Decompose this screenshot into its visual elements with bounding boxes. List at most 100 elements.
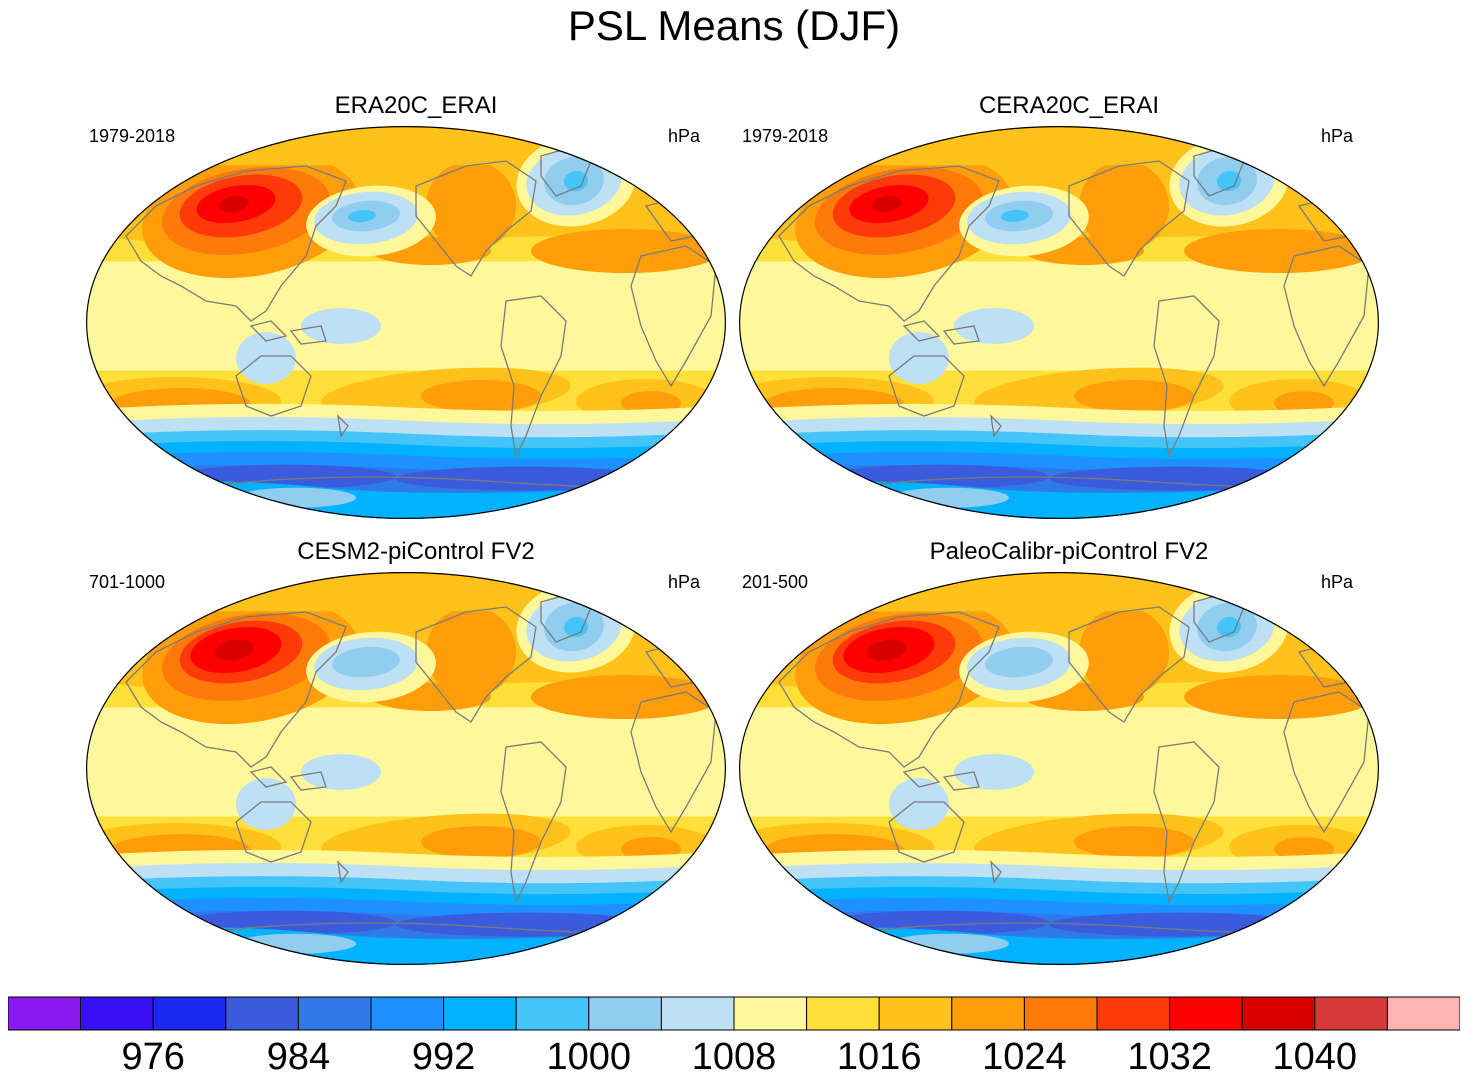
psl-field	[739, 572, 1379, 965]
psl-contour	[985, 646, 1053, 678]
coastline	[888, 801, 965, 863]
psl-contour	[954, 308, 1034, 344]
coastline	[1153, 295, 1220, 459]
colorbar-box	[1096, 996, 1171, 1031]
coastline	[990, 860, 1002, 884]
psl-field	[86, 572, 726, 965]
colorbar-box	[588, 996, 662, 1031]
psl-field	[739, 126, 1379, 519]
psl-map	[86, 572, 726, 965]
psl-contour	[421, 380, 541, 412]
psl-contour	[739, 126, 1379, 166]
colorbar-box	[1169, 996, 1243, 1031]
coastline	[337, 414, 349, 438]
psl-map	[739, 126, 1379, 519]
colorbar-box	[1241, 996, 1316, 1031]
colorbar-box	[152, 996, 227, 1031]
psl-contour	[1217, 616, 1241, 638]
coastline	[1283, 691, 1370, 834]
psl-contour	[889, 933, 1009, 954]
map-border	[739, 126, 1379, 519]
psl-field	[86, 126, 726, 519]
psl-contour	[426, 607, 516, 697]
colorbar-box	[515, 996, 590, 1031]
psl-contour	[954, 754, 1034, 790]
panel-units: hPa	[1320, 126, 1353, 146]
coastline	[500, 741, 567, 905]
coastline	[630, 245, 717, 388]
psl-contour	[564, 616, 588, 638]
psl-contour	[564, 170, 588, 192]
psl-contour	[236, 933, 356, 954]
psl-contour	[236, 778, 296, 830]
colorbar-tick-label: 1016	[836, 1036, 922, 1078]
psl-contour	[86, 261, 726, 371]
coastline	[1153, 741, 1220, 905]
coastline	[289, 325, 327, 345]
psl-contour	[214, 639, 254, 661]
coastline	[125, 165, 347, 322]
psl-contour	[348, 209, 376, 223]
panel-period: 201-500	[742, 572, 809, 592]
colorbar-tick-label: 984	[266, 1036, 331, 1078]
psl-contour	[86, 572, 726, 612]
colorbar-box	[733, 996, 808, 1031]
psl-contour	[739, 572, 1379, 612]
psl-contour	[236, 332, 296, 384]
colorbar-box	[297, 996, 372, 1031]
psl-contour	[889, 778, 949, 830]
psl-contour	[421, 826, 541, 858]
main-title: PSL Means (DJF)	[567, 2, 901, 49]
coastline	[1068, 160, 1190, 277]
coastline	[249, 320, 288, 342]
colorbar-tick-label: 1000	[546, 1036, 632, 1078]
colorbar-tick-label: 1024	[982, 1036, 1067, 1078]
panel-units: hPa	[667, 572, 700, 592]
psl-contour	[1079, 607, 1169, 697]
psl-contour	[1279, 939, 1359, 956]
colorbar-box	[225, 996, 299, 1031]
coastline	[942, 325, 980, 345]
map-panel-paleocalibr: PaleoCalibr-piControl FV2 201-500 hPa	[739, 538, 1399, 986]
colorbar-tick-label: 992	[411, 1036, 476, 1078]
map-panel-cesm2: CESM2-piControl FV2 701-1000 hPa	[86, 538, 746, 986]
psl-contour	[872, 195, 902, 213]
colorbar-tick-label: 1008	[691, 1036, 777, 1078]
coastline	[1283, 245, 1370, 388]
colorbar-box	[370, 996, 445, 1031]
coastline	[415, 160, 537, 277]
panel-title: ERA20C_ERAI	[334, 92, 498, 119]
colorbar-box	[1314, 996, 1388, 1031]
psl-contour	[301, 308, 381, 344]
psl-contour	[867, 639, 907, 661]
colorbar-tick-label: 1040	[1272, 1036, 1358, 1078]
colorbar-tick-label: 1032	[1127, 1036, 1212, 1078]
psl-contour	[219, 195, 249, 213]
psl-contour	[236, 487, 356, 508]
coastline	[249, 766, 288, 788]
colorbar-box	[1386, 996, 1460, 1031]
colorbar-box	[951, 996, 1025, 1031]
colorbar-boxes	[8, 996, 1460, 1031]
colorbar-box	[80, 996, 154, 1031]
psl-contour	[301, 754, 381, 790]
psl-contour	[332, 646, 400, 678]
map-border	[86, 572, 726, 965]
psl-contour	[1001, 209, 1029, 223]
colorbar-box	[878, 996, 953, 1031]
coastline	[235, 355, 312, 417]
coastline	[778, 165, 1000, 322]
psl-contour	[86, 126, 726, 166]
panel-title: PaleoCalibr-piControl FV2	[929, 538, 1209, 565]
panel-units: hPa	[1320, 572, 1353, 592]
psl-contour	[739, 707, 1379, 817]
coastline	[235, 801, 312, 863]
coastline	[337, 860, 349, 884]
panel-period: 1979-2018	[89, 126, 176, 146]
colorbar-box	[660, 996, 735, 1031]
psl-contour	[1074, 380, 1194, 412]
map-panel-cera20c: CERA20C_ERAI 1979-2018 hPa	[739, 92, 1399, 540]
psl-contour	[86, 707, 726, 817]
psl-contour	[626, 493, 706, 510]
colorbar-box	[1023, 996, 1098, 1031]
